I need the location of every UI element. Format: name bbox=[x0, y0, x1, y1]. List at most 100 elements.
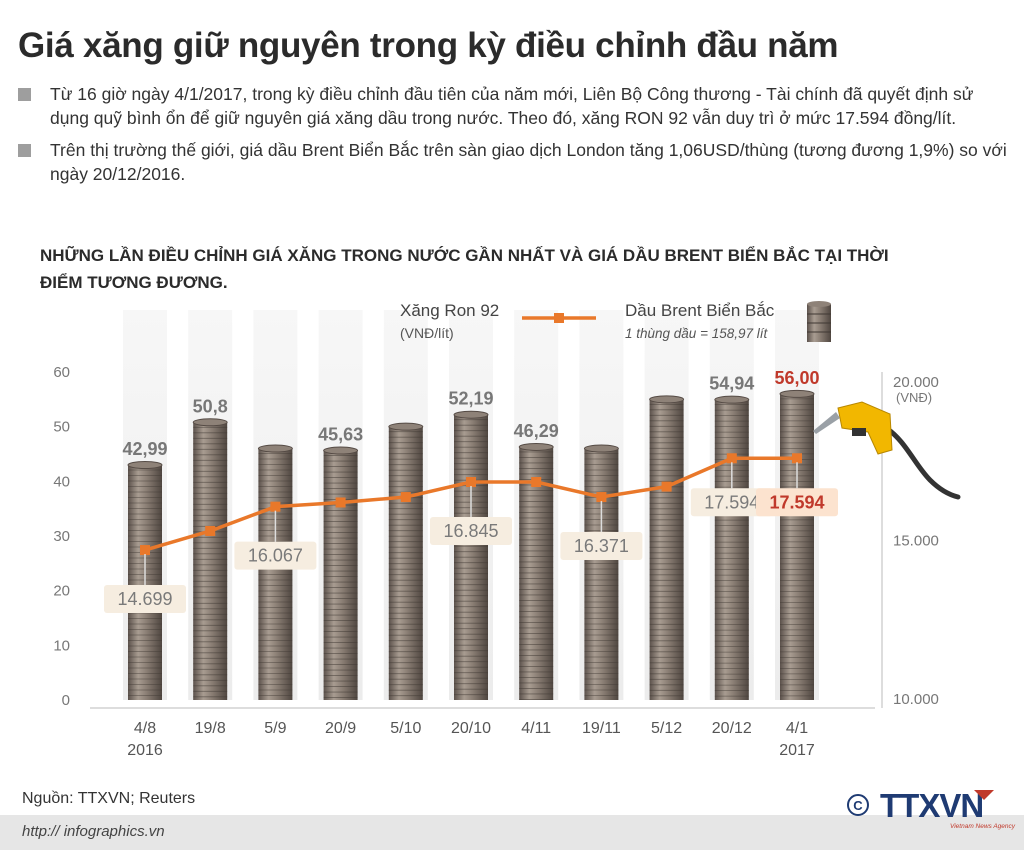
bullet-item: Từ 16 giờ ngày 4/1/2017, trong kỳ điều c… bbox=[18, 82, 1008, 130]
bar-barrel-stack bbox=[779, 389, 815, 700]
line-value-label: 17.594 bbox=[704, 492, 759, 512]
legend-line-marker bbox=[554, 313, 564, 323]
line-value-label: 14.699 bbox=[117, 589, 172, 609]
bar-value-label: 45,63 bbox=[318, 425, 363, 445]
barrel-icon bbox=[807, 301, 831, 342]
x-tick-label: 4/1 bbox=[786, 720, 808, 737]
bar-barrel-stack bbox=[257, 444, 293, 700]
bar bbox=[323, 450, 358, 700]
bar-top bbox=[583, 444, 619, 453]
y-left-tick-label: 10 bbox=[53, 637, 70, 654]
bar-top bbox=[649, 395, 685, 404]
x-tick-label: 2017 bbox=[779, 742, 815, 759]
barrel-top bbox=[807, 301, 831, 307]
x-tick-label: 5/12 bbox=[651, 720, 682, 737]
bar bbox=[519, 446, 554, 700]
bar-top bbox=[323, 446, 359, 455]
line-label-box bbox=[560, 532, 643, 561]
bar-value-label: 54,94 bbox=[709, 374, 754, 394]
nozzle-trigger bbox=[852, 428, 866, 436]
x-tick-label: 20/10 bbox=[451, 720, 491, 737]
copyright-icon bbox=[847, 794, 869, 816]
svg-text:C: C bbox=[853, 798, 863, 813]
line-label-box bbox=[234, 541, 317, 570]
line-point bbox=[335, 497, 346, 508]
x-tick-label: 20/9 bbox=[325, 720, 356, 737]
bullet-text: Từ 16 giờ ngày 4/1/2017, trong kỳ điều c… bbox=[50, 84, 974, 128]
x-tick-label: 19/8 bbox=[195, 720, 226, 737]
x-tick-label: 19/11 bbox=[582, 720, 621, 737]
line-label-box bbox=[430, 517, 512, 546]
nozzle-hose bbox=[883, 425, 961, 500]
x-tick-label: 4/11 bbox=[521, 720, 551, 737]
line-value-label: 16.371 bbox=[574, 536, 629, 556]
x-tick-label: 5/10 bbox=[390, 720, 421, 737]
bullet-item: Trên thị trường thế giới, giá dầu Brent … bbox=[18, 138, 1008, 186]
bar-barrel-stack bbox=[714, 395, 750, 700]
bar-top bbox=[257, 444, 293, 453]
y-left-tick-label: 60 bbox=[53, 364, 70, 381]
line-point bbox=[726, 453, 737, 464]
bullet-square-icon bbox=[18, 144, 31, 157]
footer-band bbox=[0, 815, 1024, 850]
bar bbox=[780, 393, 814, 700]
brand-name: TTXVN bbox=[880, 787, 983, 824]
line-label-box bbox=[104, 585, 186, 614]
bar-value-label: 50,8 bbox=[193, 396, 228, 416]
line-label-box bbox=[690, 488, 773, 517]
line-point bbox=[140, 545, 150, 556]
line-point bbox=[792, 453, 802, 464]
line-point bbox=[531, 477, 542, 488]
footer-url[interactable]: http:// infographics.vn bbox=[22, 823, 165, 840]
line-label-box bbox=[756, 488, 838, 517]
bar-top bbox=[453, 410, 489, 419]
x-tick-label: 2016 bbox=[127, 742, 163, 759]
y-right-tick-label: 20.000 bbox=[893, 374, 939, 391]
y-left-tick-label: 50 bbox=[53, 419, 70, 436]
bar-barrel-stack bbox=[323, 446, 359, 700]
line-value-label: 16.067 bbox=[248, 546, 303, 566]
bar-value-label: 52,19 bbox=[448, 389, 493, 409]
y-right-tick-label: 10.000 bbox=[893, 691, 939, 708]
y-left-tick-label: 0 bbox=[62, 692, 70, 709]
line-value-label: 16.845 bbox=[443, 521, 498, 541]
bar bbox=[193, 422, 228, 700]
y-right-tick-label: 15.000 bbox=[893, 533, 939, 550]
line-value-label: 17.594 bbox=[769, 492, 824, 512]
y-left-tick-label: 30 bbox=[53, 528, 70, 545]
bullet-text: Trên thị trường thế giới, giá dầu Brent … bbox=[50, 140, 1007, 184]
bar-value-label: 42,99 bbox=[122, 439, 167, 459]
bar-top bbox=[714, 395, 750, 404]
source-note: Nguồn: TTXVN; Reuters bbox=[22, 790, 196, 807]
bar-barrel-stack bbox=[453, 410, 489, 700]
y-right-unit: (VNĐ) bbox=[896, 390, 932, 405]
bar-top bbox=[127, 460, 163, 469]
legend-bar-name: Dầu Brent Biển Bắc bbox=[625, 301, 775, 320]
bar bbox=[649, 399, 684, 700]
chart: 0 10 20 30 40 50 60 10.000 15.000 20.000(VNĐ) 4/8 2… bbox=[53, 301, 961, 759]
line-point bbox=[400, 492, 411, 503]
line-point bbox=[466, 477, 476, 488]
bar-barrel-stack bbox=[388, 422, 424, 700]
line-point bbox=[205, 525, 216, 536]
x-tick-label: 5/9 bbox=[264, 720, 286, 737]
legend-bar-subtitle: 1 thùng dầu = 158,97 lít bbox=[625, 326, 768, 341]
line-point bbox=[596, 492, 607, 503]
bar bbox=[714, 399, 749, 700]
bullet-square-icon bbox=[18, 88, 31, 101]
y-left-tick-label: 40 bbox=[53, 473, 70, 490]
chart-heading: NHỮNG LẦN ĐIỀU CHỈNH GIÁ XĂNG TRONG NƯỚC… bbox=[40, 246, 889, 292]
line-point bbox=[270, 501, 281, 512]
ttxvn-logo: C TTXVN Vietnam News Agency bbox=[847, 787, 1016, 830]
line-point bbox=[661, 481, 672, 492]
page-title: Giá xăng giữ nguyên trong kỳ điều chỉnh … bbox=[18, 26, 839, 65]
x-tick-label: 20/12 bbox=[712, 720, 752, 737]
bar-barrel-stack bbox=[518, 442, 554, 700]
bar-barrel-stack bbox=[649, 395, 685, 700]
legend-line-name: Xăng Ron 92 bbox=[400, 301, 499, 320]
bar-value-label: 46,29 bbox=[514, 421, 559, 441]
bar-barrel-stack bbox=[192, 418, 228, 700]
logo-accent-icon bbox=[974, 790, 994, 800]
brand-subtitle: Vietnam News Agency bbox=[950, 823, 1016, 830]
bar-top bbox=[779, 389, 815, 398]
